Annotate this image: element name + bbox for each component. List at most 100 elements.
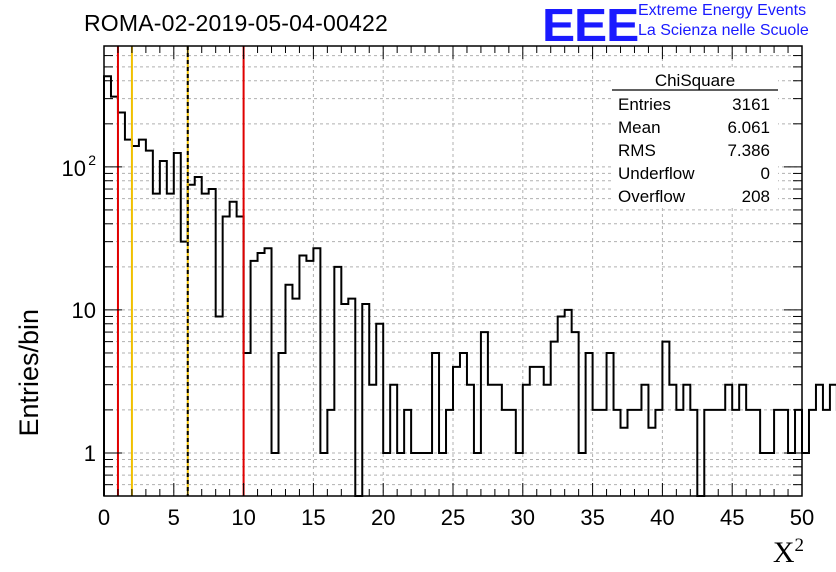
histogram-bin — [753, 410, 760, 496]
histogram-bin — [195, 177, 202, 496]
histogram-bin — [104, 76, 111, 496]
histogram-bin — [823, 410, 830, 496]
histogram-bin — [279, 353, 286, 496]
stats-box: ChiSquare Entries 3161 Mean 6.061 RMS 7.386 Und… — [612, 70, 778, 208]
histogram-bin — [237, 216, 244, 496]
histogram-bin — [334, 267, 341, 496]
histogram-bin — [202, 194, 209, 496]
histogram-bin — [551, 342, 558, 496]
stats-label: Underflow — [618, 164, 695, 183]
x-tick-label: 25 — [441, 505, 465, 530]
histogram-bin — [411, 453, 418, 496]
histogram-bin — [495, 385, 502, 496]
histogram-bin — [174, 153, 181, 496]
histogram-bin — [718, 410, 725, 496]
histogram-bin — [544, 385, 551, 496]
histogram-bin — [125, 140, 132, 496]
histogram-bin — [502, 410, 509, 496]
histogram-bin — [453, 367, 460, 496]
x-tick-label: 5 — [168, 505, 180, 530]
histogram-bin — [474, 453, 481, 496]
histogram-bin — [258, 253, 265, 496]
histogram-bin — [418, 453, 425, 496]
x-tick-label: 30 — [511, 505, 535, 530]
histogram-bin — [272, 453, 279, 496]
histogram-bin — [146, 151, 153, 496]
histogram-bin — [621, 428, 628, 496]
histogram-bin — [132, 146, 139, 496]
logo-line-2: La Scienza nelle Scuole — [638, 22, 809, 39]
histogram-bin — [285, 285, 292, 496]
y-tick-exponent: 2 — [88, 152, 96, 168]
histogram-bin — [167, 194, 174, 496]
stats-background — [612, 70, 778, 208]
histogram-bin — [299, 256, 306, 496]
histogram-bin — [348, 299, 355, 496]
histogram-bin — [739, 385, 746, 496]
x-tick-label: 20 — [371, 505, 395, 530]
histogram-steps — [103, 75, 836, 497]
histogram-bin — [579, 453, 586, 496]
x-tick-label: 45 — [720, 505, 744, 530]
histogram-bin — [223, 216, 230, 496]
histogram-bin — [111, 97, 118, 496]
histogram-bin — [160, 161, 167, 496]
stats-value: 6.061 — [727, 118, 770, 137]
histogram-bin — [774, 410, 781, 496]
histogram-bin — [593, 410, 600, 496]
histogram-bin — [341, 304, 348, 496]
histogram-bin — [481, 332, 488, 496]
histogram-bin — [830, 385, 836, 496]
x-axis-label: X2 — [772, 535, 804, 569]
histogram-bin — [306, 261, 313, 496]
histogram-bin — [397, 453, 404, 496]
histogram-bin — [669, 385, 676, 496]
x-tick-label: 40 — [650, 505, 674, 530]
y-tick-label: 10 — [62, 156, 86, 181]
histogram-bin — [711, 410, 718, 496]
histogram-bin — [676, 410, 683, 496]
histogram-bin — [251, 261, 258, 496]
histogram-bin — [488, 385, 495, 496]
histogram-bin — [614, 410, 621, 496]
histogram-bin — [188, 185, 195, 496]
histogram-bin — [320, 453, 327, 496]
stats-label: Overflow — [618, 187, 686, 206]
histogram-bin — [607, 353, 614, 496]
stats-label: Entries — [618, 95, 671, 114]
stats-value: 208 — [742, 187, 770, 206]
x-tick-label: 50 — [790, 505, 814, 530]
histogram-bin — [634, 410, 641, 496]
histogram-bin — [746, 410, 753, 496]
histogram-bin — [767, 453, 774, 496]
stats-label: RMS — [618, 141, 656, 160]
histogram-bin — [704, 410, 711, 496]
histogram-bin — [760, 453, 767, 496]
histogram-bin — [390, 385, 397, 496]
histogram-bin — [600, 410, 607, 496]
histogram-bin — [586, 353, 593, 496]
histogram-bin — [181, 242, 188, 496]
histogram-bin — [690, 410, 697, 496]
histogram-bin — [313, 248, 320, 496]
histogram-bin — [369, 385, 376, 496]
histogram-bin — [460, 353, 467, 496]
histogram-bin — [523, 385, 530, 496]
histogram-bin — [572, 332, 579, 496]
x-tick-label: 10 — [231, 505, 255, 530]
threshold-lines — [116, 46, 245, 496]
stats-value: 3161 — [732, 95, 770, 114]
histogram-bin — [683, 385, 690, 496]
stats-value: 0 — [761, 164, 770, 183]
histogram-bin — [292, 299, 299, 496]
histogram-bin — [732, 410, 739, 496]
histogram-bin — [662, 342, 669, 496]
logo-mark: EEE — [542, 0, 639, 51]
histogram-bin — [809, 410, 816, 496]
stats-title: ChiSquare — [655, 71, 735, 90]
histogram-bin — [404, 410, 411, 496]
histogram-bin — [467, 385, 474, 496]
y-tick-label: 1 — [84, 441, 96, 466]
histogram-bin — [516, 453, 523, 496]
